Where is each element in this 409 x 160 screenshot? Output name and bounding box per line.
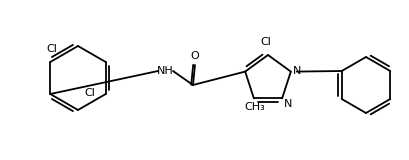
Text: Cl: Cl [47,44,58,54]
Text: CH₃: CH₃ [245,102,265,112]
Text: NH: NH [157,66,173,76]
Text: Cl: Cl [261,37,272,47]
Text: Cl: Cl [85,88,96,98]
Text: O: O [191,51,199,61]
Text: N: N [293,66,301,76]
Text: N: N [284,99,292,109]
